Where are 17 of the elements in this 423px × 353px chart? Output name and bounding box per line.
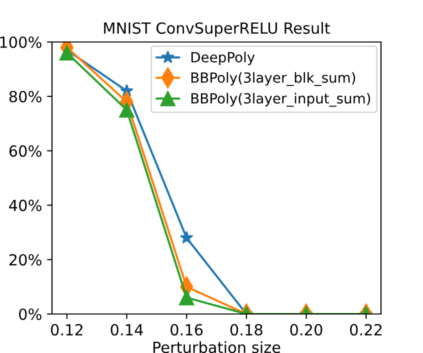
legend-label: BBPoly(3layer_blk_sum)	[191, 72, 356, 86]
x-tick-label: 0.22	[350, 324, 382, 336]
y-tick-label: 0%	[19, 308, 42, 320]
y-tick-label: 40%	[9, 200, 42, 212]
x-axis-title: Perturbation size	[153, 341, 280, 353]
y-tick-label: 80%	[9, 90, 42, 102]
chart-title: MNIST ConvSuperRELU Result	[104, 22, 330, 37]
y-tick-label: 20%	[9, 254, 42, 266]
x-tick-label: 0.12	[50, 324, 82, 336]
x-tick-label: 0.20	[290, 324, 322, 336]
x-tick-label: 0.16	[170, 324, 203, 336]
y-tick-label: 100%	[0, 36, 42, 48]
x-tick-label: 0.18	[230, 324, 262, 336]
x-tick-label: 0.14	[110, 324, 143, 336]
legend-label: DeepPoly	[191, 52, 255, 66]
y-tick-label: 60%	[9, 145, 42, 157]
legend-label: BBPoly(3layer_input_sum)	[191, 92, 370, 107]
